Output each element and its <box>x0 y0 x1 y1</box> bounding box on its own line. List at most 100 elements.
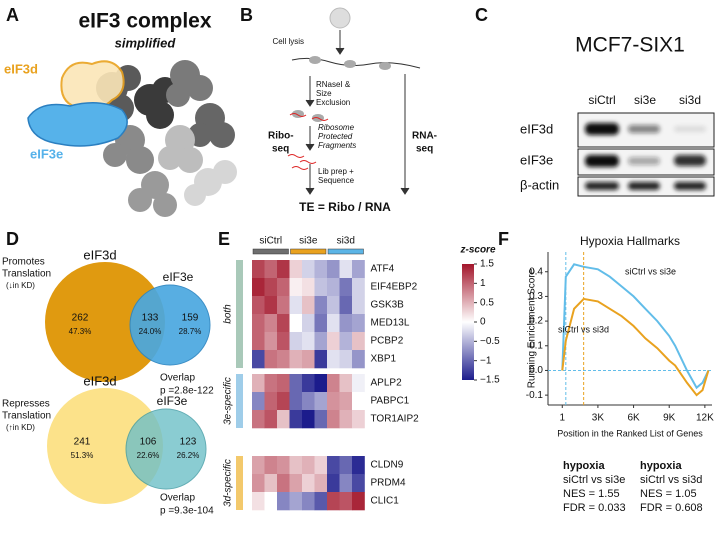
heatmap-cell <box>339 392 353 411</box>
method-label: RNA- <box>412 131 437 142</box>
formula: TE = Ribo / RNA <box>299 200 391 214</box>
heatmap-cell <box>252 278 265 297</box>
overlap-label: Overlap <box>160 493 195 504</box>
gene-label: CLIC1 <box>371 496 400 507</box>
heatmap-cell <box>327 392 340 411</box>
heatmap-cell <box>339 374 353 393</box>
heatmap-cell <box>302 350 315 369</box>
heatmap-cell <box>289 314 303 333</box>
stat-comparison: siCtrl vs si3d <box>640 474 702 486</box>
heatmap-cell <box>289 260 303 279</box>
heatmap-cell <box>314 314 328 333</box>
heatmap-cell <box>302 492 315 511</box>
heatmap-cell <box>252 456 265 475</box>
heatmap-cell <box>264 374 278 393</box>
set-label: eIF3d <box>83 247 116 262</box>
heatmap-cell <box>314 332 328 351</box>
heatmap-cell <box>277 392 290 411</box>
heatmap-cell <box>314 410 328 429</box>
venn-label: Promotes <box>2 257 45 268</box>
colorbar-tick-label: 1 <box>480 278 486 289</box>
blot-row-label: β-actin <box>520 177 559 192</box>
heatmap-cell <box>264 278 278 297</box>
row-group-label: 3d-specific <box>223 459 234 507</box>
heatmap-cell <box>352 296 365 315</box>
heatmap-cell <box>352 392 365 411</box>
lane-label: siCtrl <box>588 93 615 107</box>
heatmap-cell <box>302 332 315 351</box>
region-percent: 26.2% <box>177 451 200 460</box>
venn-diagram <box>45 262 211 504</box>
y-tick-label: 0.4 <box>529 266 543 277</box>
heatmap-cell <box>252 260 265 279</box>
set-label: eIF3e <box>157 394 188 408</box>
heatmap-cell <box>327 260 340 279</box>
gene-label: PRDM4 <box>371 478 406 489</box>
panel-label: A <box>6 5 19 25</box>
heatmap-cell <box>277 410 290 429</box>
heatmap-cell <box>339 492 353 511</box>
heatmap-cell <box>302 456 315 475</box>
heatmap-cell <box>339 474 353 493</box>
x-axis-label: Position in the Ranked List of Genes <box>557 428 703 438</box>
heatmap-cell <box>327 474 340 493</box>
heatmap-cell <box>352 332 365 351</box>
region-count: 262 <box>72 313 89 324</box>
heatmap-cell <box>289 456 303 475</box>
step-label: Lib prep + <box>318 167 354 176</box>
heatmap-cell <box>327 456 340 475</box>
y-tick-label: 0.0 <box>529 365 543 376</box>
gene-label: PABPC1 <box>371 396 410 407</box>
heatmap-cell <box>264 474 278 493</box>
gene-label: TOR1AIP2 <box>371 414 420 425</box>
heatmap-cell <box>339 332 353 351</box>
x-tick-label: 9K <box>663 413 676 424</box>
stat-fdr: FDR = 0.033 <box>563 502 626 514</box>
panel-label: E <box>218 229 230 249</box>
region-percent: 47.3% <box>69 327 92 336</box>
heatmap-cell <box>314 260 328 279</box>
column-group-bar <box>252 248 289 255</box>
panel-a-subtitle: simplified <box>115 35 177 50</box>
blot-row-label: eIF3d <box>520 121 553 136</box>
stat-fdr: FDR = 0.608 <box>640 502 703 514</box>
chart-title: Hypoxia Hallmarks <box>580 234 680 248</box>
heatmap-cell <box>302 410 315 429</box>
region-count: 123 <box>180 437 197 448</box>
heatmap-cell <box>264 260 278 279</box>
region-percent: 51.3% <box>71 451 94 460</box>
panel-label: C <box>475 5 488 25</box>
heatmap-cell <box>289 492 303 511</box>
heatmap-cell <box>314 278 328 297</box>
heatmap-cell <box>289 332 303 351</box>
region-percent: 24.0% <box>139 327 162 336</box>
heatmap-cell <box>289 474 303 493</box>
heatmap-cell <box>302 296 315 315</box>
gene-label: GSK3B <box>371 300 405 311</box>
step-label: RNaseI & <box>316 80 351 89</box>
lane-label: si3d <box>679 93 701 107</box>
heatmap-cell <box>264 392 278 411</box>
heatmap-cell <box>252 474 265 493</box>
heatmap-cell <box>352 278 365 297</box>
heatmap-cell <box>302 314 315 333</box>
overlap-label: Overlap <box>160 373 195 384</box>
heatmap-cell <box>314 374 328 393</box>
heatmap-cell <box>264 314 278 333</box>
heatmap-cell <box>352 260 365 279</box>
step-label: Cell lysis <box>272 37 304 46</box>
blot-title: MCF7-SIX1 <box>575 34 685 57</box>
stat-comparison: siCtrl vs si3e <box>563 474 625 486</box>
gene-label: EIF4EBP2 <box>371 282 418 293</box>
heatmap-cell <box>289 296 303 315</box>
overlap-p: p =9.3e-104 <box>160 506 214 517</box>
region-percent: 22.6% <box>137 451 160 460</box>
heatmap-cell <box>264 296 278 315</box>
venn-label: (↓in KD) <box>6 281 35 290</box>
step-label: Ribosome <box>318 123 355 132</box>
set-label: eIF3d <box>83 373 116 388</box>
heatmap-cell <box>252 410 265 429</box>
row-group-label: 3e-specific <box>223 377 234 425</box>
x-tick-label: 6K <box>627 413 640 424</box>
heatmap-cell <box>352 314 365 333</box>
